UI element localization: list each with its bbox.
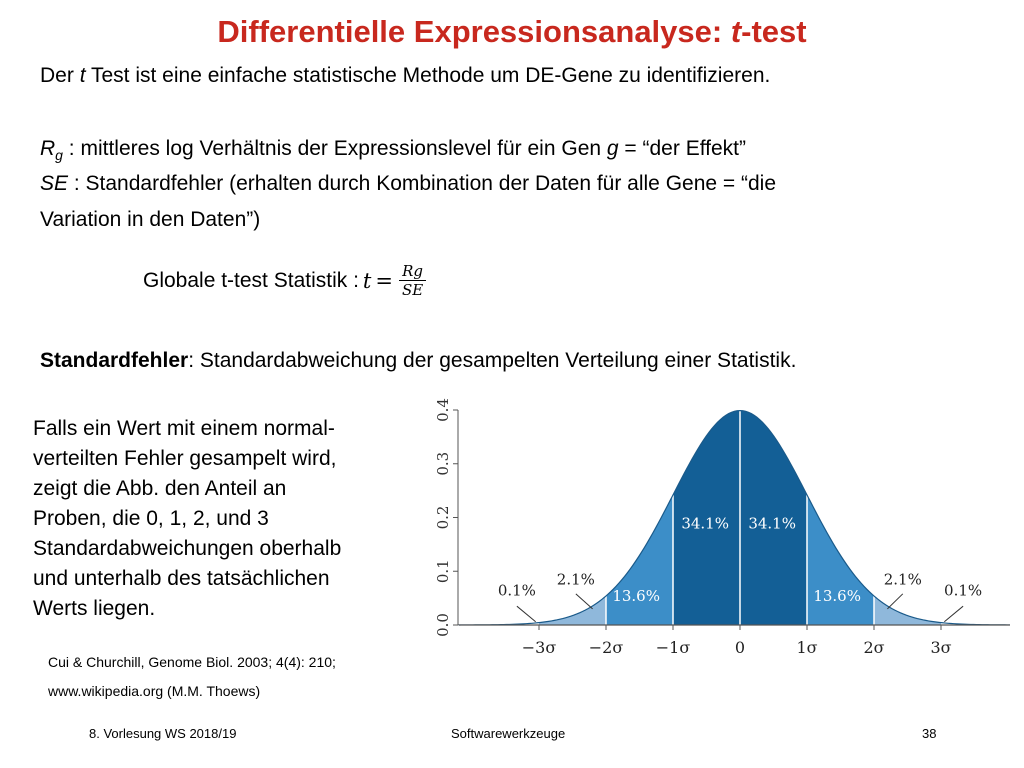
y-tick-label: 0.4 <box>434 398 452 422</box>
percent-label: 34.1% <box>748 514 796 532</box>
rg-text-a: : mittleres log Verhältnis der Expressio… <box>62 137 607 160</box>
intro-t: t <box>79 64 86 87</box>
paragraph-line: zeigt die Abb. den Anteil an <box>33 477 287 500</box>
percent-label: 13.6% <box>813 587 861 605</box>
footer-left: 8. Vorlesung WS 2018/19 <box>89 726 237 741</box>
rg-g: g <box>606 137 619 160</box>
explanation-paragraph: Falls ein Wert mit einem normal- verteil… <box>33 414 413 624</box>
percent-label: 13.6% <box>612 587 660 605</box>
x-tick-label: 2σ <box>863 638 884 657</box>
x-tick-label: −3σ <box>522 638 557 657</box>
se-line: SE : Standardfehler (erhalten durch Komb… <box>40 171 776 197</box>
normal-distribution-chart: 0.0 0.1 0.2 0.3 0.4 −3σ −2σ −1σ 0 1σ 2σ 3σ 0.1% 2.1% 1… <box>434 398 1010 657</box>
y-tick-label: 0.2 <box>434 506 452 530</box>
standardfehler-text: : Standardabweichung der gesampelten Ver… <box>188 349 797 372</box>
se-text: : Standardfehler (erhalten durch Kombina… <box>68 172 777 195</box>
footer-page-number: 38 <box>922 726 937 741</box>
percent-label: 2.1% <box>884 571 922 589</box>
percent-label: 0.1% <box>944 581 982 599</box>
percent-label: 2.1% <box>557 571 595 589</box>
reference-1: Cui & Churchill, Genome Biol. 2003; 4(4)… <box>48 654 336 670</box>
se-line-2: Variation in den Daten”) <box>40 208 261 231</box>
slide-title: Differentielle Expressionsanalyse: t-tes… <box>0 14 1024 50</box>
chart-region <box>874 595 941 625</box>
formula-t: t <box>362 268 372 293</box>
intro-line: Der t Test ist eine einfache statistisch… <box>40 63 770 89</box>
paragraph-line: Falls ein Wert mit einem normal- <box>33 417 335 440</box>
intro-b: Test ist eine einfache statistische Meth… <box>85 64 771 87</box>
x-tick-label: 0 <box>735 638 745 657</box>
label-pointer <box>887 593 904 610</box>
paragraph-line: Standardabweichungen oberhalb <box>33 537 342 560</box>
standardfehler-bold: Standardfehler <box>40 349 189 372</box>
formula-num: Rg <box>399 262 427 281</box>
rg-sub: g <box>55 147 63 164</box>
label-pointer <box>516 605 536 623</box>
intro-a: Der <box>40 64 80 87</box>
paragraph-line: und unterhalb des tatsächlichen <box>33 567 330 590</box>
label-pointer <box>944 605 964 623</box>
chart-region <box>539 595 606 625</box>
percent-label: 34.1% <box>681 514 729 532</box>
title-main: Differentielle Expressionsanalyse: <box>217 14 731 49</box>
x-tick-label: −2σ <box>589 638 624 657</box>
x-tick-label: 1σ <box>796 638 817 657</box>
formula-fraction: Rg SE <box>399 262 427 299</box>
x-tick-label: −1σ <box>656 638 691 657</box>
title-italic: t <box>730 14 742 49</box>
formula-label: Globale t-test Statistik : <box>143 268 359 292</box>
formula-den: SE <box>401 281 424 299</box>
reference-2: www.wikipedia.org (M.M. Thoews) <box>48 683 261 699</box>
paragraph-line: verteilten Fehler gesampelt wird, <box>33 447 337 470</box>
paragraph-line: Proben, die 0, 1, 2, und 3 <box>33 507 269 530</box>
formula: Globale t-test Statistik : t = Rg SE <box>143 262 427 299</box>
se-symbol: SE <box>40 172 69 195</box>
label-pointer <box>575 593 593 610</box>
paragraph-line: Werts liegen. <box>33 597 156 620</box>
y-tick-label: 0.3 <box>434 452 452 476</box>
y-tick-label: 0.0 <box>434 613 452 637</box>
standardfehler-line: Standardfehler: Standardabweichung der g… <box>40 348 796 374</box>
x-tick-label: 3σ <box>930 638 951 657</box>
y-tick-label: 0.1 <box>434 559 452 583</box>
formula-eq: = <box>375 268 393 293</box>
rg-text-b: = “der Effekt” <box>618 137 746 160</box>
rg-symbol: R <box>40 137 56 160</box>
footer-center: Softwarewerkzeuge <box>451 726 566 741</box>
rg-line: Rg : mittleres log Verhältnis der Expres… <box>40 136 746 168</box>
title-end: -test <box>741 14 807 49</box>
percent-label: 0.1% <box>498 581 536 599</box>
density-curve <box>458 409 1010 626</box>
